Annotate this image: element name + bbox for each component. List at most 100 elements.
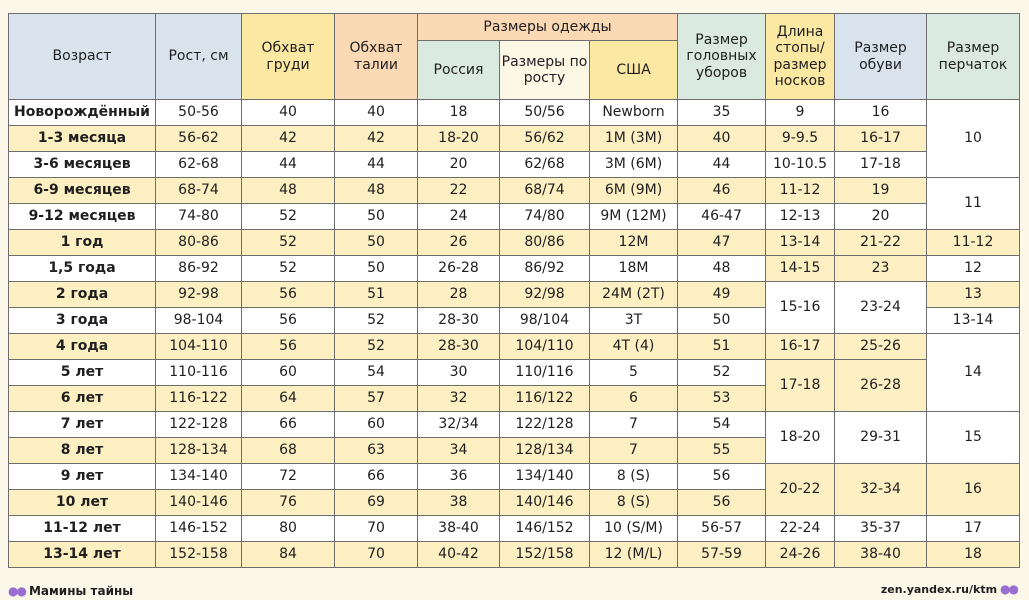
cell-chest: 66 (241, 411, 335, 438)
header-height: Рост, см (155, 13, 242, 100)
cell-head: 40 (677, 125, 767, 152)
cell-by-height: 134/140 (499, 463, 590, 490)
cell-foot: 9 (765, 99, 836, 126)
cell-chest: 56 (241, 333, 335, 360)
cell-russia: 26 (417, 229, 500, 256)
cell-by-height: 68/74 (499, 177, 590, 204)
cell-shoe: 26-28 (834, 359, 928, 412)
cell-height: 146-152 (155, 515, 242, 542)
cell-age: 6 лет (8, 385, 156, 412)
cell-age: 1-3 месяца (8, 125, 156, 152)
header-waist: Обхват талии (334, 13, 418, 100)
cell-gloves: 17 (926, 515, 1021, 542)
cell-by-height: 62/68 (499, 151, 590, 178)
cell-head: 56 (677, 489, 767, 516)
cell-head: 44 (677, 151, 767, 178)
cell-foot: 10-10.5 (765, 151, 836, 178)
cell-gloves: 14 (926, 333, 1021, 412)
cell-usa: 3M (6M) (588, 151, 679, 178)
cell-age: 3-6 месяцев (8, 151, 156, 178)
cell-chest: 56 (241, 307, 335, 334)
cell-head: 52 (677, 359, 767, 386)
cell-age: 7 лет (8, 411, 156, 438)
cell-waist: 54 (334, 359, 418, 386)
cell-height: 74-80 (155, 203, 242, 230)
cell-head: 46 (677, 177, 767, 204)
cell-chest: 52 (241, 229, 335, 256)
cell-foot: 17-18 (765, 359, 836, 412)
cell-gloves: 13-14 (926, 307, 1021, 334)
cell-age: 1,5 года (8, 255, 156, 282)
cell-foot: 11-12 (765, 177, 836, 204)
cell-waist: 50 (334, 255, 418, 282)
cell-chest: 68 (241, 437, 335, 464)
cell-height: 62-68 (155, 151, 242, 178)
cell-age: Новорождённый (8, 99, 156, 126)
cell-usa: 7 (588, 437, 679, 464)
cell-age: 3 года (8, 307, 156, 334)
cell-shoe: 16 (834, 99, 928, 126)
cell-head: 56-57 (677, 515, 767, 542)
cell-foot: 15-16 (765, 281, 836, 334)
table-row: 3-6 месяцев 62-68 44 44 20 62/68 3M (6M)… (8, 151, 1020, 178)
cell-head: 54 (677, 411, 767, 438)
cell-waist: 50 (334, 203, 418, 230)
cell-russia: 36 (417, 463, 500, 490)
cell-chest: 80 (241, 515, 335, 542)
cell-usa: 8 (S) (588, 463, 679, 490)
cell-waist: 44 (334, 151, 418, 178)
cell-gloves: 10 (926, 99, 1021, 178)
cell-height: 122-128 (155, 411, 242, 438)
cell-usa: 8 (S) (588, 489, 679, 516)
cell-head: 47 (677, 229, 767, 256)
cell-russia: 34 (417, 437, 500, 464)
header-usa: США (588, 40, 679, 100)
cell-shoe: 17-18 (834, 151, 928, 178)
cell-height: 98-104 (155, 307, 242, 334)
table-row: Новорождённый 50-56 40 40 18 50/56 Newbo… (8, 99, 1021, 178)
cell-russia: 18 (417, 99, 500, 126)
cell-usa: 5 (588, 359, 679, 386)
cell-height: 116-122 (155, 385, 242, 412)
header-age: Возраст (8, 13, 156, 100)
cell-gloves: 11-12 (926, 229, 1021, 256)
cell-russia: 30 (417, 359, 500, 386)
footer-link-text[interactable]: zen.yandex.ru/ktm (880, 582, 998, 596)
cell-russia: 38 (417, 489, 500, 516)
cell-head: 57-59 (677, 541, 767, 568)
cell-russia: 28-30 (417, 307, 500, 334)
cell-usa: 24M (2T) (588, 281, 679, 308)
cell-russia: 18-20 (417, 125, 500, 152)
cell-waist: 70 (334, 541, 418, 568)
cell-height: 104-110 (155, 333, 242, 360)
cell-chest: 44 (241, 151, 335, 178)
cell-chest: 52 (241, 255, 335, 282)
table-row: 9-12 месяцев 74-80 52 50 24 74/80 9M (12… (8, 203, 1020, 230)
cell-usa: 7 (588, 411, 679, 438)
cell-age: 9-12 месяцев (8, 203, 156, 230)
cell-chest: 40 (241, 99, 335, 126)
cell-age: 4 года (8, 333, 156, 360)
footer-link[interactable]: zen.yandex.ru/ktm ●● (880, 582, 1019, 596)
cell-shoe: 35-37 (834, 515, 928, 542)
cell-chest: 42 (241, 125, 335, 152)
header-clothing-group: Размеры одежды (416, 13, 679, 41)
cell-shoe: 16-17 (834, 125, 928, 152)
cell-by-height: 104/110 (499, 333, 590, 360)
cell-foot: 16-17 (765, 333, 836, 360)
cell-waist: 40 (334, 99, 418, 126)
cell-waist: 52 (334, 333, 418, 360)
cell-chest: 48 (241, 177, 335, 204)
cell-usa: 18M (588, 255, 679, 282)
cell-foot: 14-15 (765, 255, 836, 282)
cell-by-height: 152/158 (499, 541, 590, 568)
cell-usa: Newborn (588, 99, 679, 126)
cell-by-height: 98/104 (499, 307, 590, 334)
cell-waist: 51 (334, 281, 418, 308)
cell-waist: 63 (334, 437, 418, 464)
cell-russia: 28 (417, 281, 500, 308)
cell-height: 134-140 (155, 463, 242, 490)
cell-chest: 60 (241, 359, 335, 386)
cell-height: 140-146 (155, 489, 242, 516)
header-head: Размер головных уборов (677, 13, 767, 100)
